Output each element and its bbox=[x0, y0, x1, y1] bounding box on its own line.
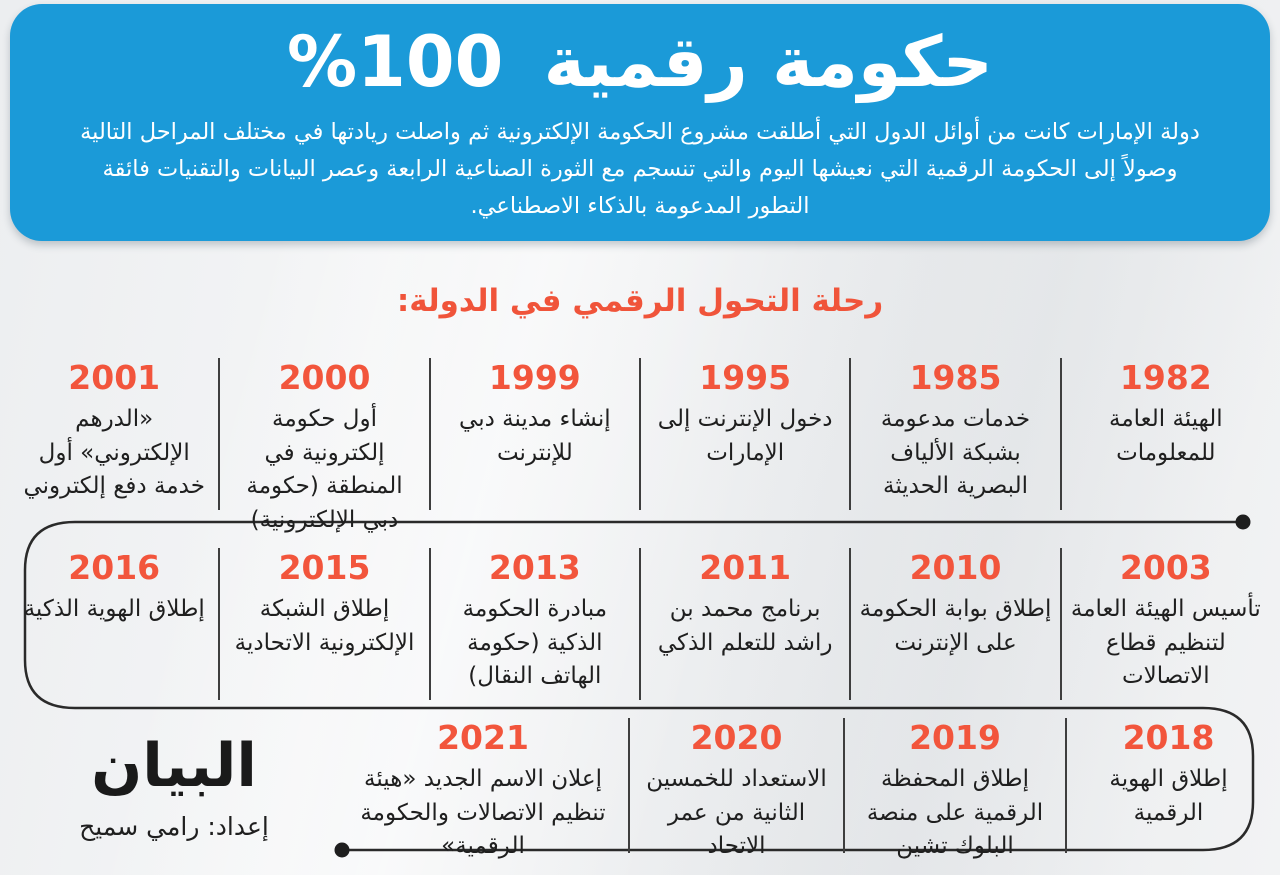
timeline-entry-2016: 2016 إطلاق الهوية الذكية bbox=[10, 548, 218, 700]
entry-year: 2015 bbox=[278, 548, 371, 587]
entry-year: 2010 bbox=[909, 548, 1002, 587]
entry-text: خدمات مدعومة بشبكة الألياف البصرية الحدي… bbox=[880, 406, 1031, 499]
intro-paragraph: دولة الإمارات كانت من أوائل الدول التي أ… bbox=[50, 114, 1230, 225]
entry-text: تأسيس الهيئة العامة لتنظيم قطاع الاتصالا… bbox=[1070, 596, 1261, 689]
credit-text: إعداد: رامي سميح bbox=[79, 812, 269, 841]
publisher-area: البيان إعداد: رامي سميح bbox=[10, 718, 338, 853]
timeline-entry-2000: 2000 أول حكومة إلكترونية في المنطقة (حكو… bbox=[218, 358, 428, 533]
entry-text: إطلاق المحفظة الرقمية على منصة البلوك تش… bbox=[866, 766, 1044, 859]
timeline-entry-2021: 2021 إعلان الاسم الجديد «هيئة تنظيم الات… bbox=[338, 718, 628, 859]
entry-text: أول حكومة إلكترونية في المنطقة (حكومة دب… bbox=[246, 406, 403, 533]
timeline-entry-1999: 1999 إنشاء مدينة دبي للإنترنت bbox=[428, 358, 639, 510]
entry-text: إنشاء مدينة دبي للإنترنت bbox=[459, 406, 611, 466]
entry-year: 2001 bbox=[68, 358, 161, 397]
entry-text: برنامج محمد بن راشد للتعلم الذكي bbox=[657, 596, 833, 656]
entry-year: 1999 bbox=[488, 358, 581, 397]
entry-year: 1985 bbox=[909, 358, 1002, 397]
timeline-start-dot bbox=[1235, 514, 1251, 530]
entry-text: إطلاق بوابة الحكومة على الإنترنت bbox=[859, 596, 1052, 656]
timeline-row-3: 2018 إطلاق الهوية الرقمية 2019 إطلاق الم… bbox=[10, 718, 1270, 859]
timeline-entry-1985: 1985 خدمات مدعومة بشبكة الألياف البصرية … bbox=[849, 358, 1059, 510]
page-title-arabic: حكومة رقمية bbox=[543, 21, 993, 103]
header-card: حكومة رقمية %100 دولة الإمارات كانت من أ… bbox=[10, 4, 1270, 241]
timeline-entry-2011: 2011 برنامج محمد بن راشد للتعلم الذكي bbox=[639, 548, 849, 700]
timeline-entry-2015: 2015 إطلاق الشبكة الإلكترونية الاتحادية bbox=[218, 548, 428, 700]
intro-line: وصولاً إلى الحكومة الرقمية التي نعيشها ا… bbox=[102, 156, 1178, 182]
timeline-entry-2018: 2018 إطلاق الهوية الرقمية bbox=[1065, 718, 1270, 853]
entry-text: إطلاق الهوية الذكية bbox=[23, 596, 205, 622]
timeline-entry-2003: 2003 تأسيس الهيئة العامة لتنظيم قطاع الا… bbox=[1059, 548, 1270, 700]
entry-year: 2020 bbox=[690, 718, 783, 757]
timeline-entry-1995: 1995 دخول الإنترنت إلى الإمارات bbox=[639, 358, 849, 510]
entry-year: 2000 bbox=[278, 358, 371, 397]
entry-year: 2013 bbox=[488, 548, 581, 587]
entry-year: 2018 bbox=[1122, 718, 1215, 757]
entry-text: إطلاق الشبكة الإلكترونية الاتحادية bbox=[234, 596, 415, 656]
entry-text: الاستعداد للخمسين الثانية من عمر الاتحاد bbox=[646, 766, 827, 859]
timeline-entry-2001: 2001 «الدرهم الإلكتروني» أول خدمة دفع إل… bbox=[10, 358, 218, 510]
entry-year: 1995 bbox=[699, 358, 792, 397]
entry-text: دخول الإنترنت إلى الإمارات bbox=[657, 406, 833, 466]
section-title: رحلة التحول الرقمي في الدولة: bbox=[396, 283, 884, 319]
entry-text: مبادرة الحكومة الذكية (حكومة الهاتف النق… bbox=[462, 596, 608, 689]
timeline-entry-2020: 2020 الاستعداد للخمسين الثانية من عمر ال… bbox=[628, 718, 843, 859]
timeline-entry-2019: 2019 إطلاق المحفظة الرقمية على منصة البل… bbox=[843, 718, 1065, 859]
timeline-entry-2013: 2013 مبادرة الحكومة الذكية (حكومة الهاتف… bbox=[428, 548, 639, 700]
page-title: حكومة رقمية %100 bbox=[10, 10, 1270, 114]
publisher-logo: البيان bbox=[91, 731, 257, 801]
entry-text: إطلاق الهوية الرقمية bbox=[1109, 766, 1228, 826]
entry-text: «الدرهم الإلكتروني» أول خدمة دفع إلكترون… bbox=[23, 406, 205, 499]
entry-text: الهيئة العامة للمعلومات bbox=[1108, 406, 1223, 466]
intro-line: دولة الإمارات كانت من أوائل الدول التي أ… bbox=[80, 119, 1200, 145]
page-title-percent: %100 bbox=[287, 21, 504, 103]
entry-year: 1982 bbox=[1119, 358, 1212, 397]
intro-line: التطور المدعومة بالذكاء الاصطناعي. bbox=[470, 193, 810, 219]
timeline-row-2: 2003 تأسيس الهيئة العامة لتنظيم قطاع الا… bbox=[10, 548, 1270, 700]
entry-year: 2003 bbox=[1119, 548, 1212, 587]
entry-year: 2016 bbox=[68, 548, 161, 587]
entry-text: إعلان الاسم الجديد «هيئة تنظيم الاتصالات… bbox=[360, 766, 606, 859]
timeline-entry-2010: 2010 إطلاق بوابة الحكومة على الإنترنت bbox=[849, 548, 1059, 700]
entry-year: 2011 bbox=[699, 548, 792, 587]
timeline-entry-1982: 1982 الهيئة العامة للمعلومات bbox=[1059, 358, 1270, 510]
entry-year: 2021 bbox=[437, 718, 529, 757]
timeline-row-1: 1982 الهيئة العامة للمعلومات 1985 خدمات … bbox=[10, 358, 1270, 533]
entry-year: 2019 bbox=[909, 718, 1001, 757]
